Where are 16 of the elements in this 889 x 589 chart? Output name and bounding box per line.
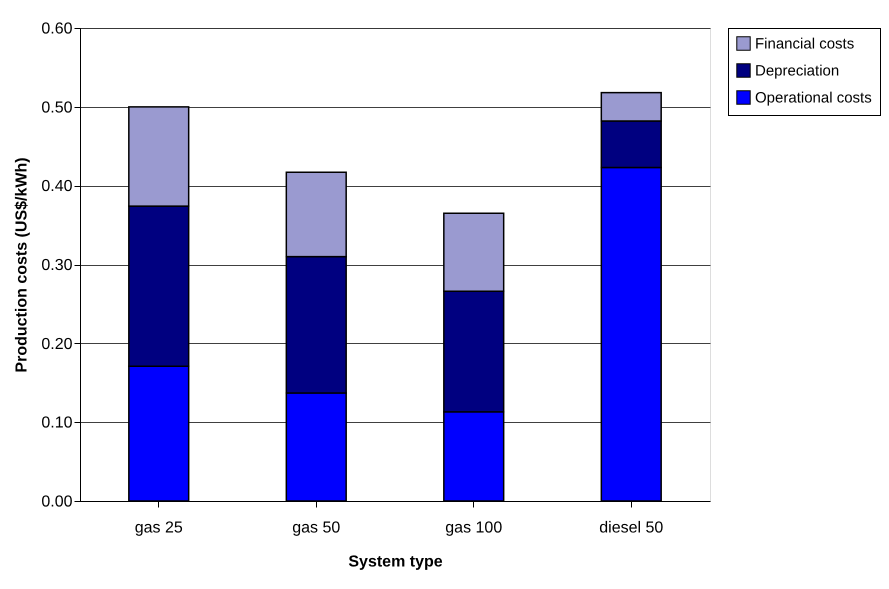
y-tick-label: 0.30: [41, 257, 73, 274]
y-axis-title: Production costs (US$/kWh): [13, 157, 30, 373]
y-tick-label: 0.60: [41, 20, 73, 38]
x-axis-title: System type: [348, 554, 443, 570]
y-tick-label: 0.50: [41, 99, 73, 116]
x-tick-label: diesel 50: [599, 520, 664, 536]
y-tick-label: 0.20: [41, 336, 73, 353]
y-tick-label: 0.10: [41, 414, 73, 432]
legend-label: Depreciation: [755, 62, 840, 80]
x-tick-label: gas 100: [445, 520, 502, 536]
y-tick-label: 0.00: [41, 494, 73, 510]
y-tick-label: 0.40: [41, 178, 73, 196]
legend-label: Financial costs: [755, 36, 854, 52]
x-tick-label: gas 25: [134, 520, 183, 536]
x-tick-label: gas 50: [292, 520, 340, 536]
legend-label: Operational costs: [755, 90, 872, 106]
